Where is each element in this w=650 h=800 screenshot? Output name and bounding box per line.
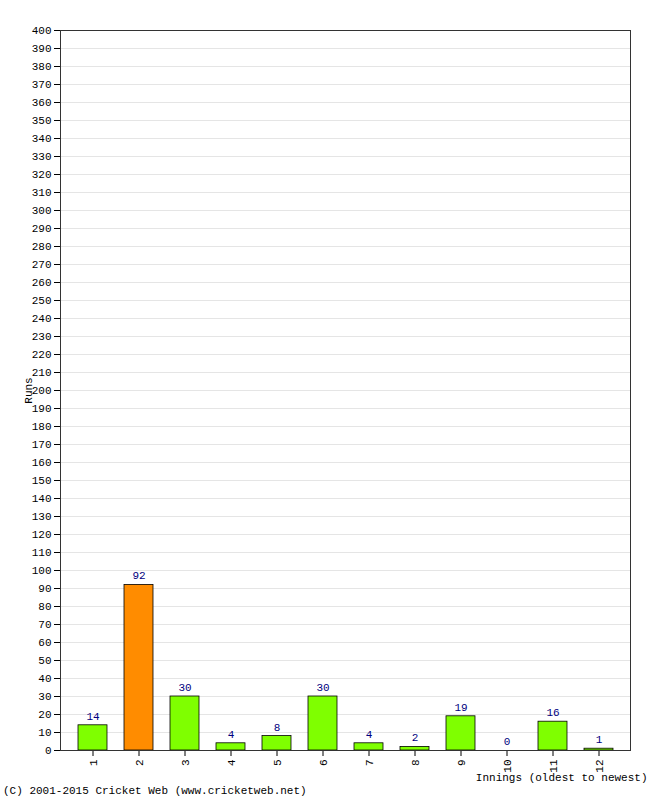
svg-text:100: 100 xyxy=(32,565,52,577)
svg-text:140: 140 xyxy=(32,493,52,505)
svg-text:210: 210 xyxy=(32,367,52,379)
svg-text:360: 360 xyxy=(32,97,52,109)
svg-text:Runs: Runs xyxy=(23,377,35,403)
svg-text:310: 310 xyxy=(32,187,52,199)
svg-text:260: 260 xyxy=(32,277,52,289)
svg-text:350: 350 xyxy=(32,115,52,127)
svg-text:340: 340 xyxy=(32,133,52,145)
svg-text:250: 250 xyxy=(32,295,52,307)
svg-text:320: 320 xyxy=(32,169,52,181)
svg-text:4: 4 xyxy=(366,729,373,741)
svg-text:16: 16 xyxy=(546,707,559,719)
svg-text:20: 20 xyxy=(38,709,51,721)
svg-text:60: 60 xyxy=(38,637,51,649)
svg-text:19: 19 xyxy=(454,702,467,714)
svg-text:370: 370 xyxy=(32,79,52,91)
svg-text:10: 10 xyxy=(501,759,514,773)
svg-text:190: 190 xyxy=(32,403,52,415)
svg-text:200: 200 xyxy=(31,385,52,397)
svg-text:8: 8 xyxy=(410,760,422,767)
svg-text:90: 90 xyxy=(38,583,51,595)
svg-text:30: 30 xyxy=(178,682,191,694)
svg-text:Innings (oldest to newest): Innings (oldest to newest) xyxy=(476,772,648,784)
svg-text:170: 170 xyxy=(32,439,52,451)
svg-text:150: 150 xyxy=(32,475,52,487)
svg-text:330: 330 xyxy=(32,151,52,163)
svg-text:50: 50 xyxy=(38,655,51,667)
svg-text:4: 4 xyxy=(228,729,235,741)
svg-text:8: 8 xyxy=(274,722,281,734)
svg-text:0: 0 xyxy=(45,745,52,757)
svg-text:110: 110 xyxy=(32,547,52,559)
svg-text:1: 1 xyxy=(596,734,603,746)
svg-text:4: 4 xyxy=(226,759,238,766)
svg-text:390: 390 xyxy=(32,43,52,55)
svg-text:30: 30 xyxy=(38,691,51,703)
svg-text:2: 2 xyxy=(134,760,146,767)
svg-text:0: 0 xyxy=(504,736,511,748)
svg-text:180: 180 xyxy=(32,421,52,433)
svg-text:30: 30 xyxy=(316,682,329,694)
svg-text:220: 220 xyxy=(32,349,52,361)
svg-text:1: 1 xyxy=(88,759,100,766)
svg-text:230: 230 xyxy=(32,331,52,343)
svg-text:290: 290 xyxy=(32,223,52,235)
svg-text:12: 12 xyxy=(593,759,606,773)
svg-text:11: 11 xyxy=(547,759,560,773)
svg-text:300: 300 xyxy=(32,205,52,217)
svg-text:160: 160 xyxy=(32,457,52,469)
svg-text:120: 120 xyxy=(32,529,52,541)
svg-text:10: 10 xyxy=(38,727,51,739)
svg-text:92: 92 xyxy=(132,570,145,582)
svg-text:7: 7 xyxy=(364,760,376,767)
svg-text:70: 70 xyxy=(38,619,51,631)
svg-text:240: 240 xyxy=(32,313,52,325)
svg-text:5: 5 xyxy=(272,760,284,767)
svg-text:380: 380 xyxy=(32,61,52,73)
svg-text:6: 6 xyxy=(318,760,330,767)
svg-text:280: 280 xyxy=(32,241,52,253)
svg-text:130: 130 xyxy=(32,511,52,523)
html-text:(C) 2001-2015 Cricket Web (www: (C) 2001-2015 Cricket Web (www.cricketwe… xyxy=(3,785,307,797)
svg-text:80: 80 xyxy=(38,601,51,613)
svg-text:40: 40 xyxy=(38,673,51,685)
svg-text:14: 14 xyxy=(86,711,100,723)
svg-text:270: 270 xyxy=(32,259,52,271)
svg-text:9: 9 xyxy=(456,760,468,767)
svg-text:3: 3 xyxy=(180,760,192,767)
svg-text:2: 2 xyxy=(412,732,419,744)
svg-text:400: 400 xyxy=(32,25,52,37)
